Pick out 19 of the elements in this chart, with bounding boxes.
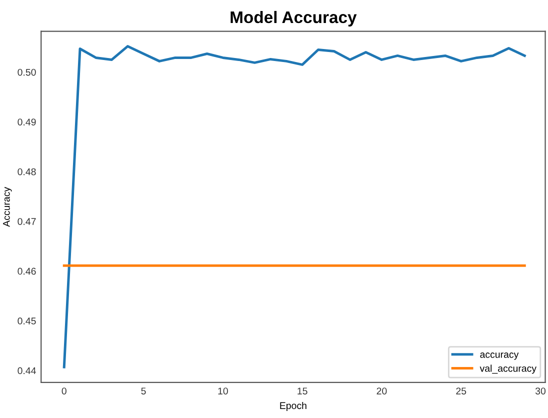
y-tick-label: 0.45 <box>18 318 36 324</box>
x-tick-label: 25 <box>456 388 466 394</box>
chart-title: Model Accuracy <box>230 10 357 26</box>
y-axis-title: Accuracy <box>3 186 12 227</box>
y-tick-label: 0.48 <box>18 168 36 176</box>
x-tick-label: 5 <box>141 388 146 394</box>
y-tick-label: 0.44 <box>18 367 36 374</box>
x-tick-label: 15 <box>298 388 308 394</box>
x-axis-title: Epoch <box>280 402 306 412</box>
y-tick-label: 0.47 <box>18 218 36 225</box>
legend-label: accuracy <box>480 352 519 360</box>
x-tick-label: 0 <box>62 388 66 394</box>
legend-label: val_accuracy <box>480 364 536 374</box>
y-tick-label: 0.49 <box>18 118 36 126</box>
y-tick-label: 0.46 <box>18 268 36 275</box>
y-tick-label: 0.50 <box>18 68 36 76</box>
x-tick-label: 30 <box>535 388 546 394</box>
x-tick-label: 20 <box>376 388 387 394</box>
x-tick-label: 10 <box>218 388 228 394</box>
